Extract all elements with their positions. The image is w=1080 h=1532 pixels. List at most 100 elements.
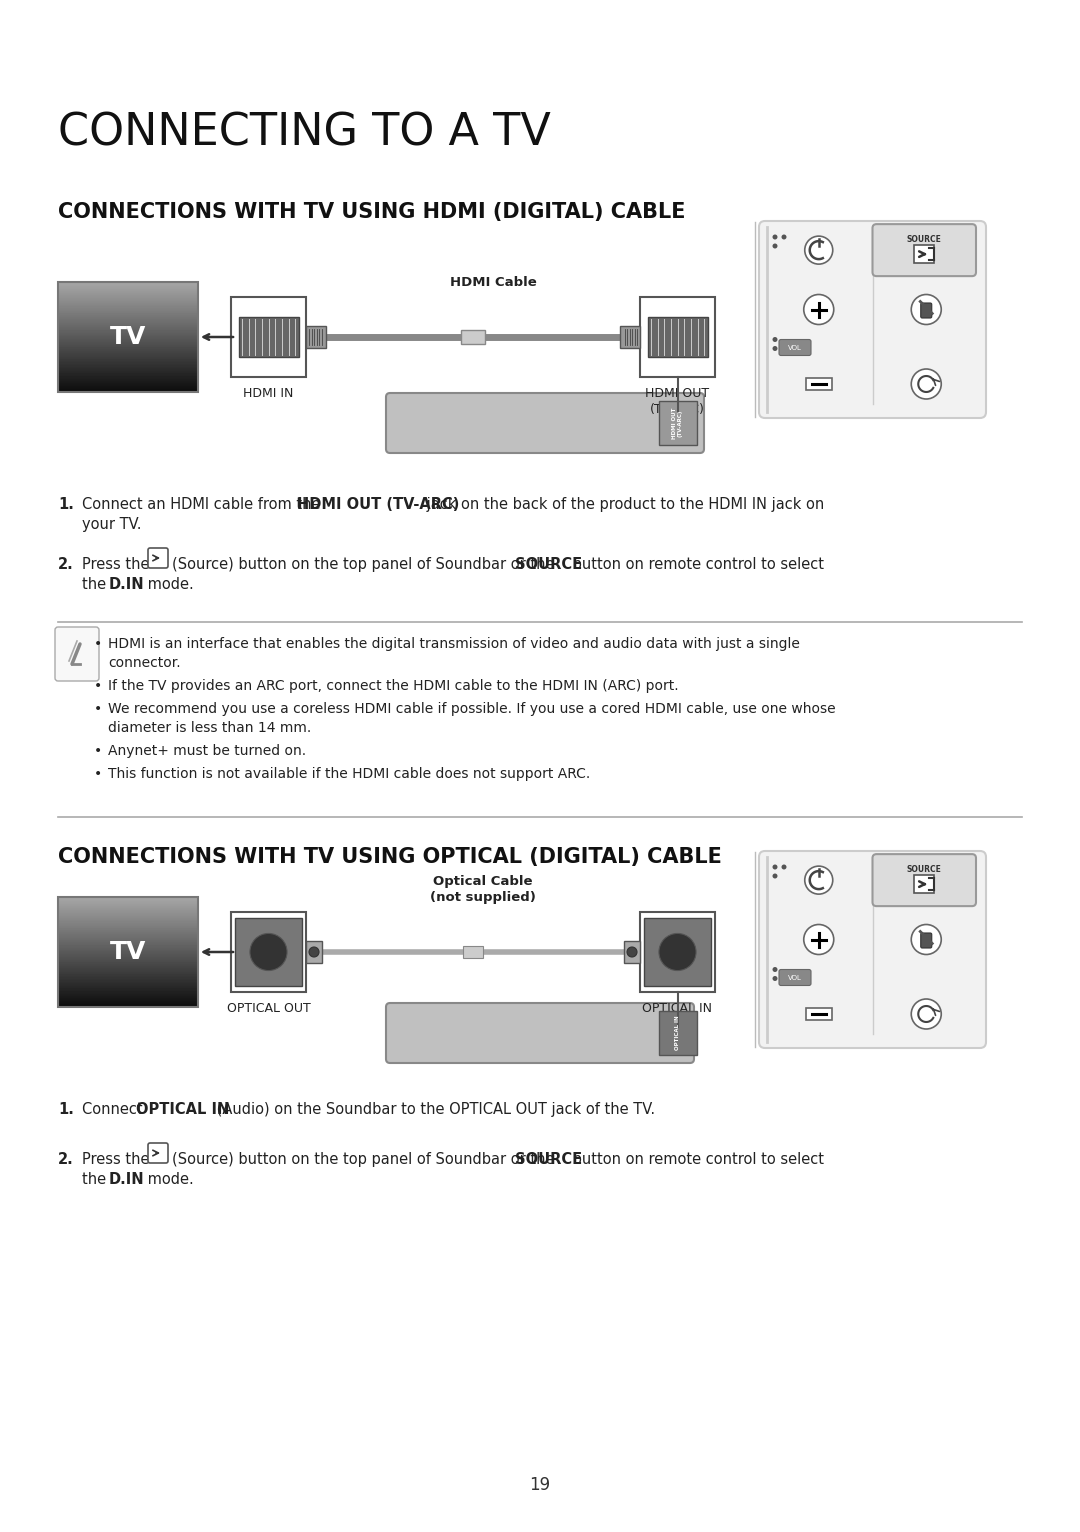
Bar (231, 912, 306, 993)
FancyBboxPatch shape (779, 340, 811, 355)
Text: HDMI OUT (TV-ARC): HDMI OUT (TV-ARC) (297, 496, 459, 512)
Circle shape (772, 864, 778, 870)
Bar (306, 326, 326, 348)
Text: SOURCE: SOURCE (907, 866, 942, 875)
Bar (58, 898, 198, 1007)
Bar (644, 918, 712, 985)
Text: 1.: 1. (58, 1102, 73, 1117)
Bar (620, 326, 640, 348)
Text: your TV.: your TV. (82, 516, 141, 532)
Text: OPTICAL IN: OPTICAL IN (643, 1002, 713, 1016)
Text: TV: TV (110, 325, 146, 349)
Text: Press the: Press the (82, 558, 149, 571)
Text: This function is not available if the HDMI cable does not support ARC.: This function is not available if the HD… (108, 768, 591, 781)
Text: (Audio) on the Soundbar to the OPTICAL OUT jack of the TV.: (Audio) on the Soundbar to the OPTICAL O… (212, 1102, 656, 1117)
Bar (306, 941, 322, 964)
Text: OPTICAL OUT: OPTICAL OUT (227, 1002, 310, 1016)
FancyBboxPatch shape (759, 850, 986, 1048)
Text: SOURCE: SOURCE (510, 558, 582, 571)
Circle shape (804, 294, 834, 325)
Circle shape (309, 947, 319, 958)
Text: connector.: connector. (108, 656, 180, 669)
Text: 1.: 1. (58, 496, 73, 512)
Bar (806, 378, 832, 391)
Bar (58, 282, 198, 392)
Text: OPTICAL IN: OPTICAL IN (136, 1102, 229, 1117)
Text: Press the: Press the (82, 1152, 149, 1167)
FancyBboxPatch shape (148, 1143, 168, 1163)
FancyBboxPatch shape (779, 970, 811, 985)
Text: 19: 19 (529, 1475, 551, 1494)
Bar (624, 941, 640, 964)
Text: TV: TV (110, 941, 146, 964)
Text: OPTICAL IN: OPTICAL IN (675, 1016, 680, 1051)
Circle shape (912, 999, 942, 1030)
Bar (659, 401, 697, 444)
Circle shape (772, 873, 778, 878)
Text: (Source) button on the top panel of Soundbar or the: (Source) button on the top panel of Soun… (172, 1152, 554, 1167)
Text: Connect an HDMI cable from the: Connect an HDMI cable from the (82, 496, 325, 512)
Text: HDMI IN: HDMI IN (243, 388, 294, 400)
Text: CONNECTIONS WITH TV USING OPTICAL (DIGITAL) CABLE: CONNECTIONS WITH TV USING OPTICAL (DIGIT… (58, 847, 721, 867)
Text: SOURCE: SOURCE (907, 234, 942, 244)
Text: •: • (94, 637, 103, 651)
Circle shape (912, 924, 942, 954)
Text: (Source) button on the top panel of Soundbar or the: (Source) button on the top panel of Soun… (172, 558, 554, 571)
Circle shape (805, 236, 833, 264)
Text: CONNECTING TO A TV: CONNECTING TO A TV (58, 112, 551, 155)
Bar (640, 912, 715, 993)
FancyBboxPatch shape (873, 224, 976, 276)
Text: VOL: VOL (788, 345, 802, 351)
Circle shape (772, 234, 778, 239)
Circle shape (772, 976, 778, 980)
Circle shape (782, 864, 786, 870)
FancyBboxPatch shape (873, 855, 976, 905)
Text: mode.: mode. (143, 578, 193, 591)
Text: We recommend you use a coreless HDMI cable if possible. If you use a cored HDMI : We recommend you use a coreless HDMI cab… (108, 702, 836, 715)
Text: HDMI is an interface that enables the digital transmission of video and audio da: HDMI is an interface that enables the di… (108, 637, 800, 651)
Text: D.IN: D.IN (109, 1172, 145, 1187)
Circle shape (912, 294, 942, 325)
Bar (648, 317, 707, 357)
FancyBboxPatch shape (921, 303, 932, 319)
Circle shape (782, 234, 786, 239)
FancyBboxPatch shape (55, 627, 99, 682)
Bar (234, 918, 302, 985)
Text: the: the (82, 578, 111, 591)
FancyBboxPatch shape (386, 1003, 694, 1063)
FancyBboxPatch shape (759, 221, 986, 418)
Circle shape (772, 337, 778, 342)
Text: button on remote control to select: button on remote control to select (568, 558, 824, 571)
Text: SOURCE: SOURCE (510, 1152, 582, 1167)
Text: jack on the back of the product to the HDMI IN jack on: jack on the back of the product to the H… (422, 496, 824, 512)
Text: Optical Cable
(not supplied): Optical Cable (not supplied) (430, 875, 536, 904)
Text: CONNECTIONS WITH TV USING HDMI (DIGITAL) CABLE: CONNECTIONS WITH TV USING HDMI (DIGITAL)… (58, 202, 686, 222)
Bar (915, 245, 934, 264)
Bar (659, 1011, 697, 1056)
Circle shape (805, 866, 833, 895)
Text: HDMI OUT
(TV-ARC): HDMI OUT (TV-ARC) (646, 388, 710, 417)
Bar (915, 875, 934, 893)
Text: 2.: 2. (58, 558, 73, 571)
Text: VOL: VOL (788, 974, 802, 980)
Text: button on remote control to select: button on remote control to select (568, 1152, 824, 1167)
Text: diameter is less than 14 mm.: diameter is less than 14 mm. (108, 722, 311, 735)
Bar (463, 945, 483, 958)
Circle shape (772, 244, 778, 248)
Bar (239, 317, 298, 357)
Text: •: • (94, 768, 103, 781)
Text: HDMI Cable: HDMI Cable (449, 276, 537, 290)
Circle shape (912, 369, 942, 398)
Bar (806, 1008, 832, 1020)
Circle shape (249, 933, 287, 971)
Text: If the TV provides an ARC port, connect the HDMI cable to the HDMI IN (ARC) port: If the TV provides an ARC port, connect … (108, 679, 678, 692)
Text: the: the (82, 1172, 111, 1187)
Bar (640, 297, 715, 377)
Circle shape (804, 924, 834, 954)
Text: HDMI OUT
(TV-ARC): HDMI OUT (TV-ARC) (672, 408, 683, 438)
Text: Anynet+ must be turned on.: Anynet+ must be turned on. (108, 745, 306, 758)
Circle shape (772, 967, 778, 971)
Text: •: • (94, 745, 103, 758)
Circle shape (659, 933, 697, 971)
FancyBboxPatch shape (921, 933, 932, 948)
